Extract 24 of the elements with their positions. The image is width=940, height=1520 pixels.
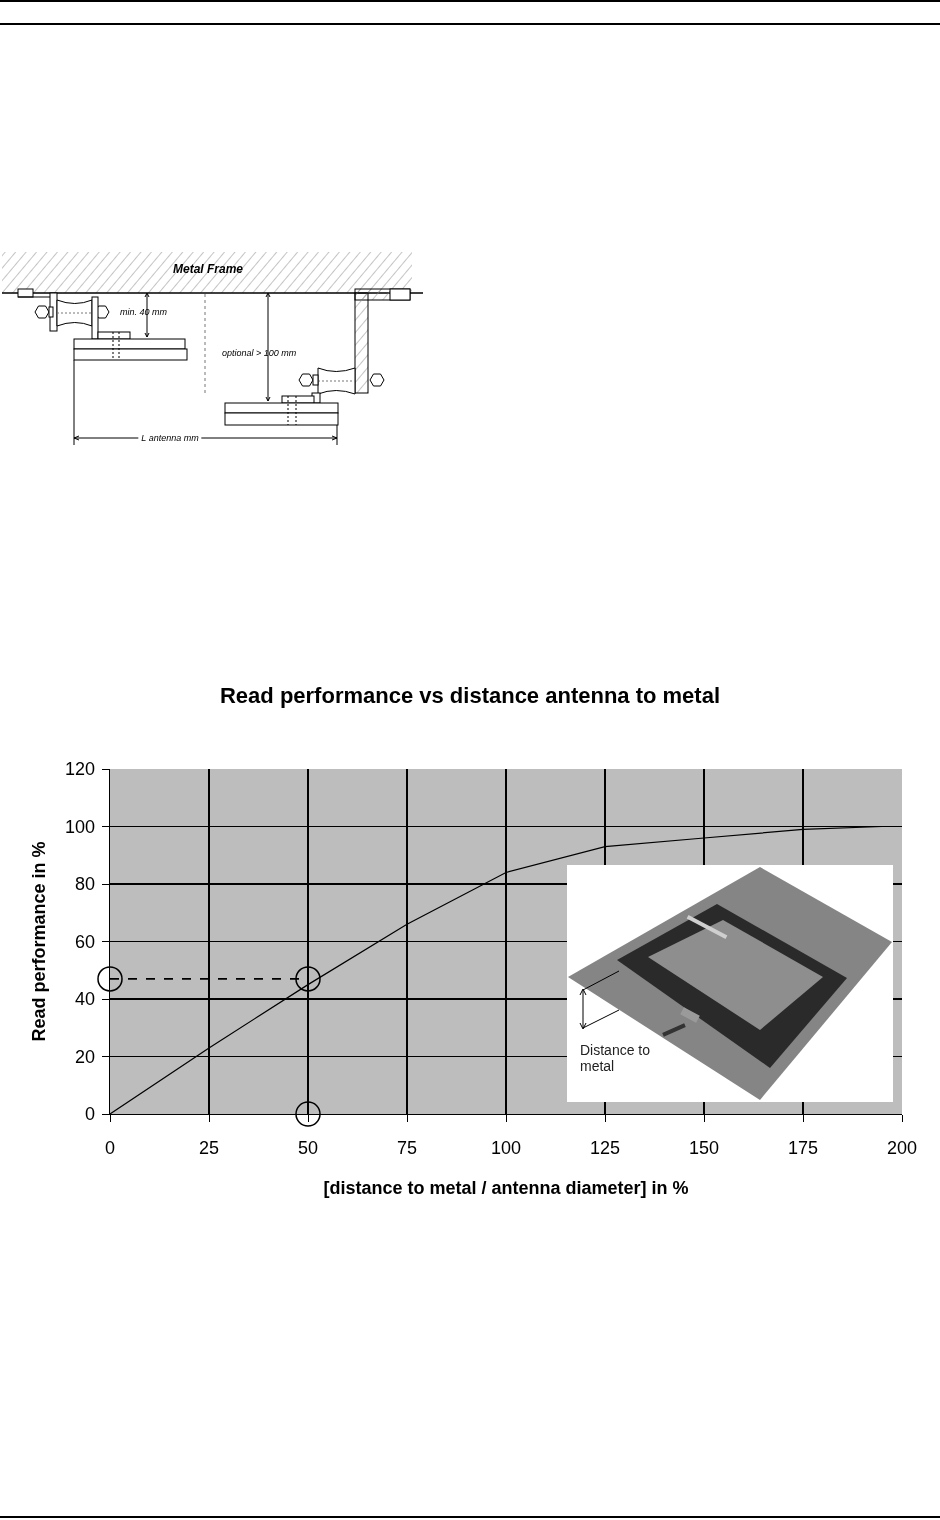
x-tick-label: 75 [396,1137,418,1158]
y-tick-label: 0 [85,1104,96,1125]
chart-title: Read performance vs distance antenna to metal [219,682,721,708]
x-tick-label: 100 [490,1137,522,1158]
x-tick-label: 175 [787,1137,819,1158]
y-axis-title: Read performance in % [29,841,50,1042]
x-tick-label: 150 [688,1137,720,1158]
text: min. 40 mm [120,306,168,318]
y-tick-label: 100 [65,816,96,837]
text: Metal Frame [172,262,244,277]
x-tick-label: 200 [886,1137,918,1158]
text: L antenna mm [138,432,202,444]
y-tick-label: 60 [75,931,96,952]
x-tick-label: 0 [104,1137,116,1158]
x-axis-title: [distance to metal / antenna diameter] in % [323,1177,689,1198]
x-tick-label: 25 [198,1137,220,1158]
y-tick-label: 80 [75,874,96,895]
y-tick-label: 40 [75,989,96,1010]
y-tick-label: 120 [65,759,96,780]
x-tick-label: 50 [297,1137,319,1158]
y-tick-label: 20 [75,1046,96,1067]
x-tick-label: 125 [589,1137,621,1158]
text: optional > 100 mm [222,347,297,359]
annotation: Distance to metal [580,1042,652,1075]
